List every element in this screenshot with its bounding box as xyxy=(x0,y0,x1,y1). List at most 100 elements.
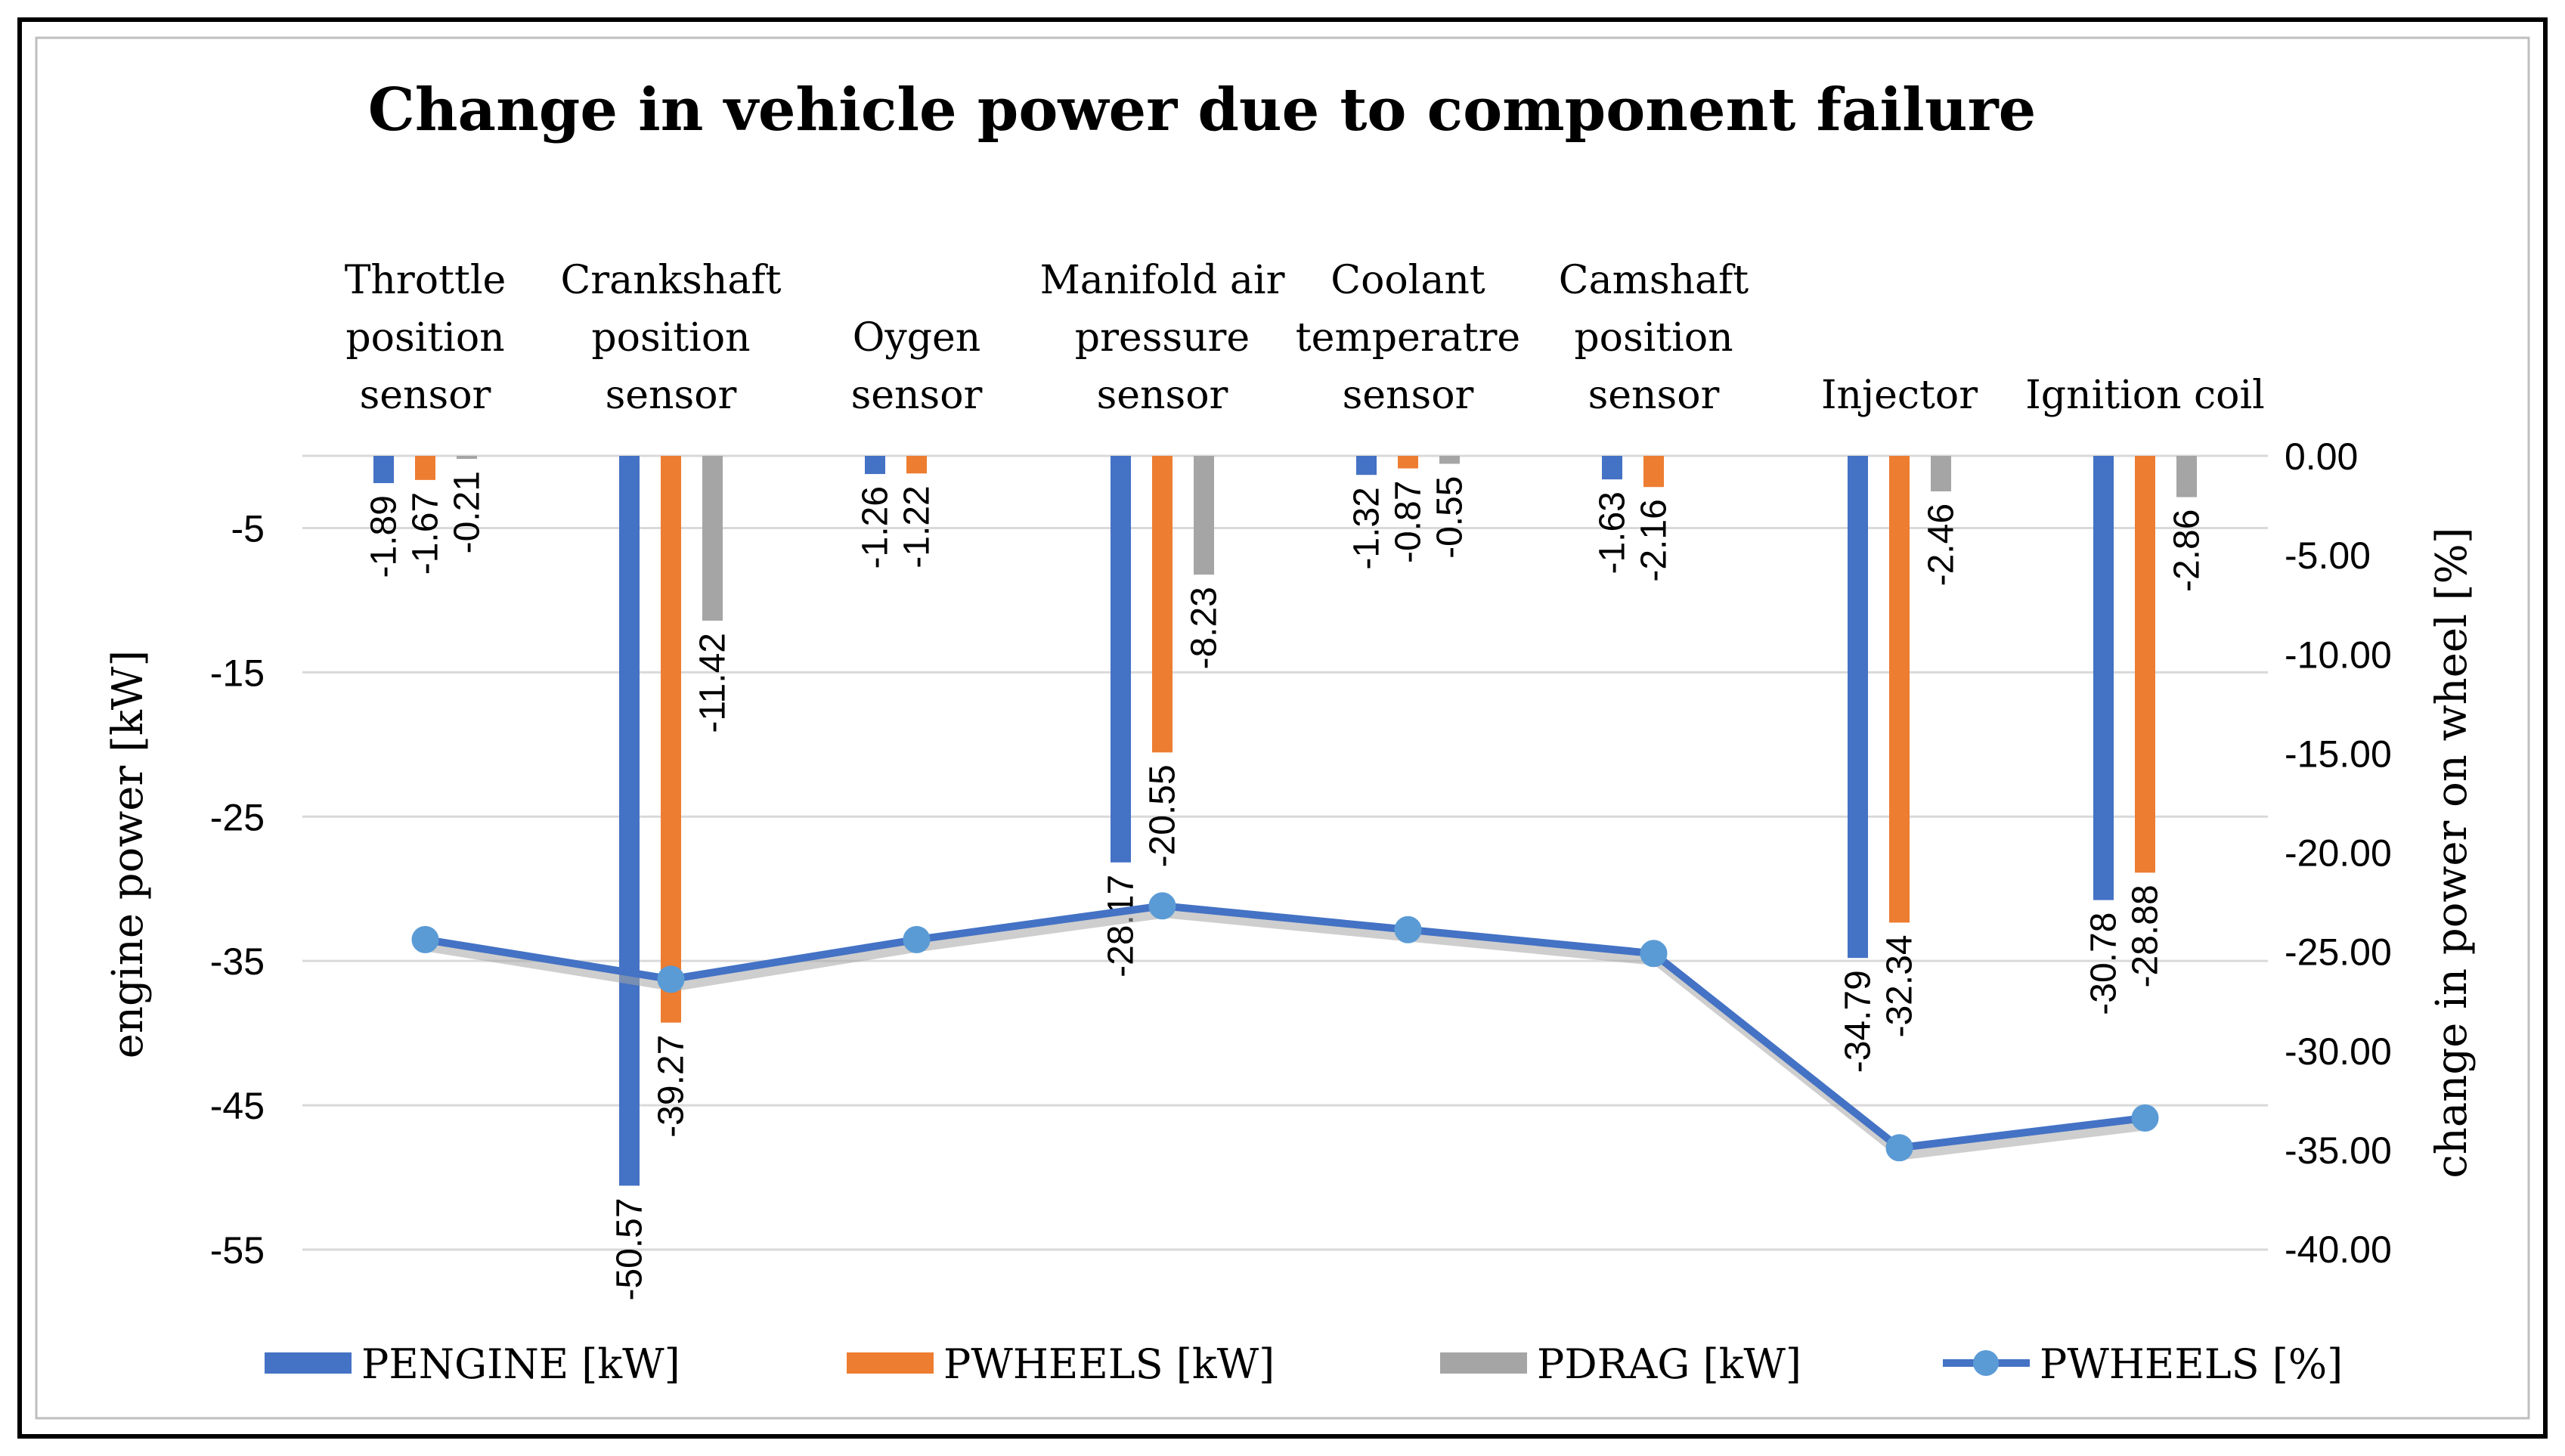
bar-label: -20.55 xyxy=(1143,764,1183,867)
bar-0-2 xyxy=(865,456,885,475)
bar-label: -2.46 xyxy=(1922,503,1962,586)
y2-tick-label: -10.00 xyxy=(2285,634,2392,676)
bar-1-6 xyxy=(1889,456,1910,923)
legend-label: PWHEELS [kW] xyxy=(943,1340,1275,1388)
bar-label: -28.88 xyxy=(2126,884,2166,987)
y-axis-right: 0.00 -5.00 -10.00 -15.00 -20.00 -25.00 -30.00 -… xyxy=(2285,435,2392,1271)
y-axis-title: engine power [kW] xyxy=(104,650,153,1058)
line-point-5 xyxy=(1640,940,1668,968)
category-label: Manifold air pressure sensor xyxy=(1040,258,1285,418)
bar-label: -1.63 xyxy=(1593,491,1633,574)
bar-0-4 xyxy=(1356,456,1377,476)
category-label: Throttle position sensor xyxy=(345,258,506,418)
bar-label: -0.55 xyxy=(1430,476,1470,559)
line-point-0 xyxy=(411,925,439,953)
line-point-2 xyxy=(903,925,931,953)
bar-label: -11.42 xyxy=(693,633,733,733)
bar-2-7 xyxy=(2176,456,2197,497)
bar-label: -34.79 xyxy=(1839,970,1879,1073)
bar-2-1 xyxy=(702,456,723,621)
bar-1-1 xyxy=(661,456,681,1023)
chart-area-border xyxy=(35,36,2530,1420)
y-tick-label: -35 xyxy=(210,940,265,983)
bar-0-1 xyxy=(619,456,640,1186)
outer-frame xyxy=(17,17,2548,1439)
line-point-7 xyxy=(2131,1104,2159,1132)
legend-label: PENGINE [kW] xyxy=(361,1340,680,1388)
chart-title: Change in vehicle power due to component… xyxy=(368,76,2037,144)
y2-tick-label: -40.00 xyxy=(2285,1228,2392,1271)
line-series xyxy=(411,892,2159,1162)
y2-tick-label: 0.00 xyxy=(2285,435,2358,478)
line-path xyxy=(424,902,2146,1152)
bar-label: -2.86 xyxy=(2167,510,2207,592)
bar-0-5 xyxy=(1602,456,1622,480)
category-label: Camshaft position sensor xyxy=(1559,258,1749,418)
y2-tick-label: -30.00 xyxy=(2285,1030,2392,1073)
bar-2-4 xyxy=(1439,456,1460,464)
bar-label: -8.23 xyxy=(1185,587,1225,669)
bar-label: -28.17 xyxy=(1101,875,1142,977)
legend-label: PWHEELS [%] xyxy=(2040,1340,2343,1388)
y-tick-label: -25 xyxy=(210,796,265,838)
category-labels: Throttle position sensor Crankshaft position… xyxy=(345,258,2265,418)
bar-label: -0.87 xyxy=(1389,481,1429,563)
category-label: Coolant temperatre sensor xyxy=(1296,258,1520,418)
bar-label: -39.27 xyxy=(652,1035,692,1138)
category-label: Oygen sensor xyxy=(851,315,983,418)
bar-label: -1.32 xyxy=(1347,487,1387,569)
y2-tick-label: -20.00 xyxy=(2285,832,2392,875)
legend-swatch xyxy=(847,1352,934,1374)
y2-tick-label: -15.00 xyxy=(2285,733,2392,775)
bar-0-7 xyxy=(2093,456,2114,900)
bar-series xyxy=(373,456,2197,1186)
line-shadow xyxy=(427,909,2149,1160)
category-label: Crankshaft position sensor xyxy=(561,258,782,418)
y2-tick-label: -5.00 xyxy=(2285,534,2371,577)
y2-axis-title: change in power on wheel [%] xyxy=(2427,527,2477,1178)
bar-label: -0.21 xyxy=(448,471,488,553)
y-tick-label: -55 xyxy=(210,1229,265,1272)
bar-label: -1.67 xyxy=(406,492,446,575)
bar-data-labels: -1.89-50.57-1.26-28.17-1.32 -1.63-34.79-3… xyxy=(364,471,2207,1301)
bar-label: -2.16 xyxy=(1634,499,1674,581)
bar-0-0 xyxy=(373,456,394,484)
bar-1-0 xyxy=(415,456,435,480)
line-point-4 xyxy=(1394,915,1422,943)
bar-label: -1.22 xyxy=(897,485,937,568)
line-point-3 xyxy=(1148,892,1176,920)
bar-1-3 xyxy=(1152,456,1173,753)
y2-tick-label: -35.00 xyxy=(2285,1129,2392,1172)
bar-label: -50.57 xyxy=(610,1197,650,1300)
bar-1-5 xyxy=(1643,456,1664,488)
y-axis-left: -5 -15 -25 -35 -45 -55 xyxy=(210,507,265,1272)
bar-1-7 xyxy=(2135,456,2155,873)
bar-2-3 xyxy=(1194,456,1214,575)
legend-label: PDRAG [kW] xyxy=(1537,1340,1801,1388)
line-point-6 xyxy=(1885,1134,1913,1162)
legend: PENGINE [kW] PWHEELS [kW] PDRAG [kW] PWHEEL… xyxy=(265,1340,2343,1388)
legend-swatch xyxy=(1440,1352,1527,1374)
line-point-1 xyxy=(657,965,685,993)
bar-2-0 xyxy=(457,456,477,460)
y-tick-label: -15 xyxy=(210,652,265,694)
gridlines xyxy=(302,454,2268,1251)
category-label: Injector xyxy=(1821,373,1978,418)
y-tick-label: -5 xyxy=(231,507,265,550)
legend-marker xyxy=(1973,1350,1999,1376)
bar-0-6 xyxy=(1848,456,1868,959)
bar-1-2 xyxy=(906,456,927,474)
bar-label: -30.78 xyxy=(2084,912,2124,1015)
legend-swatch xyxy=(265,1352,352,1374)
bar-0-3 xyxy=(1111,456,1131,863)
bar-label: -32.34 xyxy=(1880,934,1920,1037)
bar-2-6 xyxy=(1931,456,1951,491)
bar-label: -1.89 xyxy=(364,495,404,578)
y2-tick-label: -25.00 xyxy=(2285,931,2392,974)
bar-1-4 xyxy=(1398,456,1418,469)
y-tick-label: -45 xyxy=(210,1085,265,1127)
bar-label: -1.26 xyxy=(856,486,896,568)
category-label: Ignition coil xyxy=(2025,373,2265,418)
